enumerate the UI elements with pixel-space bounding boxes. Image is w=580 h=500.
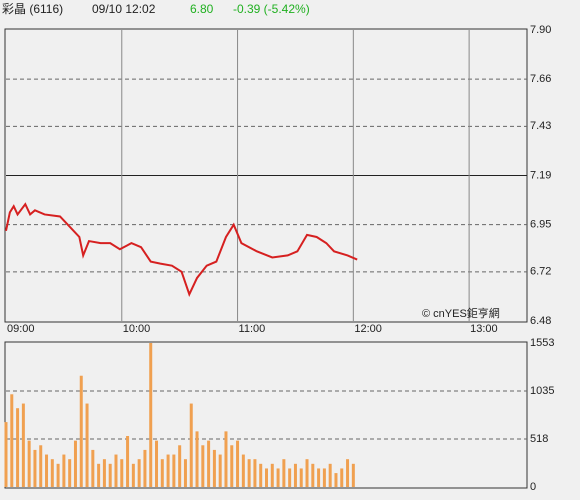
y-tick-label: 6.72 xyxy=(530,266,551,278)
volume-bar xyxy=(201,445,205,487)
volume-bar xyxy=(56,463,60,487)
volume-bar xyxy=(10,394,14,487)
volume-bar xyxy=(259,463,263,487)
volume-bar xyxy=(16,408,20,487)
volume-bar xyxy=(236,440,240,487)
volume-bar xyxy=(305,459,309,487)
volume-bar xyxy=(166,454,170,487)
y-tick-label: 0 xyxy=(530,481,536,493)
volume-bar xyxy=(328,463,332,487)
y-tick-label: 1035 xyxy=(530,385,554,397)
volume-bar xyxy=(340,468,344,487)
volume-bar xyxy=(212,449,216,487)
volume-bar xyxy=(39,445,43,487)
volume-bar xyxy=(160,459,164,487)
volume-bar xyxy=(224,431,228,487)
volume-bar xyxy=(317,468,321,487)
volume-bar xyxy=(183,459,187,487)
volume-bar xyxy=(265,468,268,487)
volume-bar xyxy=(293,463,297,487)
volume-bar xyxy=(97,463,101,487)
volume-bar xyxy=(270,463,274,487)
volume-bar xyxy=(73,440,77,487)
y-tick-label: 7.90 xyxy=(530,24,551,36)
y-tick-label: 7.43 xyxy=(530,120,551,132)
y-tick-label: 7.66 xyxy=(530,73,551,85)
volume-bar xyxy=(126,436,130,487)
volume-bar xyxy=(149,343,153,487)
y-tick-label: 518 xyxy=(530,433,548,445)
change: -0.39 (-5.42%) xyxy=(233,2,310,16)
price-line xyxy=(5,202,358,298)
volume-bar xyxy=(45,454,49,487)
volume-bar xyxy=(218,454,222,487)
volume-bar xyxy=(189,403,193,487)
volume-bar xyxy=(230,445,234,487)
volume-bar xyxy=(68,459,72,487)
price: 6.80 xyxy=(190,2,214,16)
volume-bar xyxy=(33,449,37,487)
volume-bar xyxy=(102,459,106,487)
x-tick-label: 13:00 xyxy=(470,323,498,335)
volume-bar xyxy=(299,468,303,487)
volume-bar xyxy=(131,463,135,487)
volume-bar xyxy=(50,459,54,487)
volume-bar xyxy=(207,440,211,487)
volume-bar xyxy=(91,449,95,487)
volume-bar xyxy=(178,445,182,487)
volume-bar xyxy=(172,454,176,487)
volume-bar xyxy=(311,463,315,487)
x-tick-label: 10:00 xyxy=(123,323,151,335)
volume-bar xyxy=(114,454,118,487)
x-tick-label: 12:00 xyxy=(354,323,382,335)
volume-bar xyxy=(85,403,89,487)
volume-bar xyxy=(195,431,199,487)
watermark: © cnYES鉅亨網 xyxy=(422,306,500,320)
volume-bar xyxy=(120,459,124,487)
y-tick-label: 6.48 xyxy=(530,315,551,327)
volume-bar xyxy=(351,463,355,487)
y-tick-label: 6.95 xyxy=(530,219,551,231)
volume-bar xyxy=(334,473,338,487)
volume-bar xyxy=(27,440,31,487)
volume-bar xyxy=(108,463,112,487)
volume-bar xyxy=(276,468,280,487)
volume-bar xyxy=(137,459,141,487)
volume-bar xyxy=(282,459,286,487)
volume-bar xyxy=(62,454,66,487)
volume-bar xyxy=(143,449,147,487)
stock-name: 彩晶 (6116) xyxy=(2,2,63,16)
volume-bar xyxy=(155,440,159,487)
volume-bar xyxy=(241,454,245,487)
volume-bar xyxy=(253,459,257,487)
plot-frame xyxy=(4,341,528,489)
volume-bar xyxy=(4,422,8,487)
x-tick-label: 11:00 xyxy=(239,323,266,335)
y-tick-label: 1553 xyxy=(530,337,554,349)
x-tick-label: 09:00 xyxy=(7,323,35,335)
volume-bar xyxy=(247,459,251,487)
volume-bar xyxy=(79,375,83,487)
y-tick-label: 7.19 xyxy=(530,169,551,181)
volume-bar xyxy=(288,468,292,487)
volume-bar xyxy=(21,403,25,487)
volume-bar xyxy=(346,459,350,487)
volume-bar xyxy=(322,468,326,487)
time: 09/10 12:02 xyxy=(92,2,156,16)
